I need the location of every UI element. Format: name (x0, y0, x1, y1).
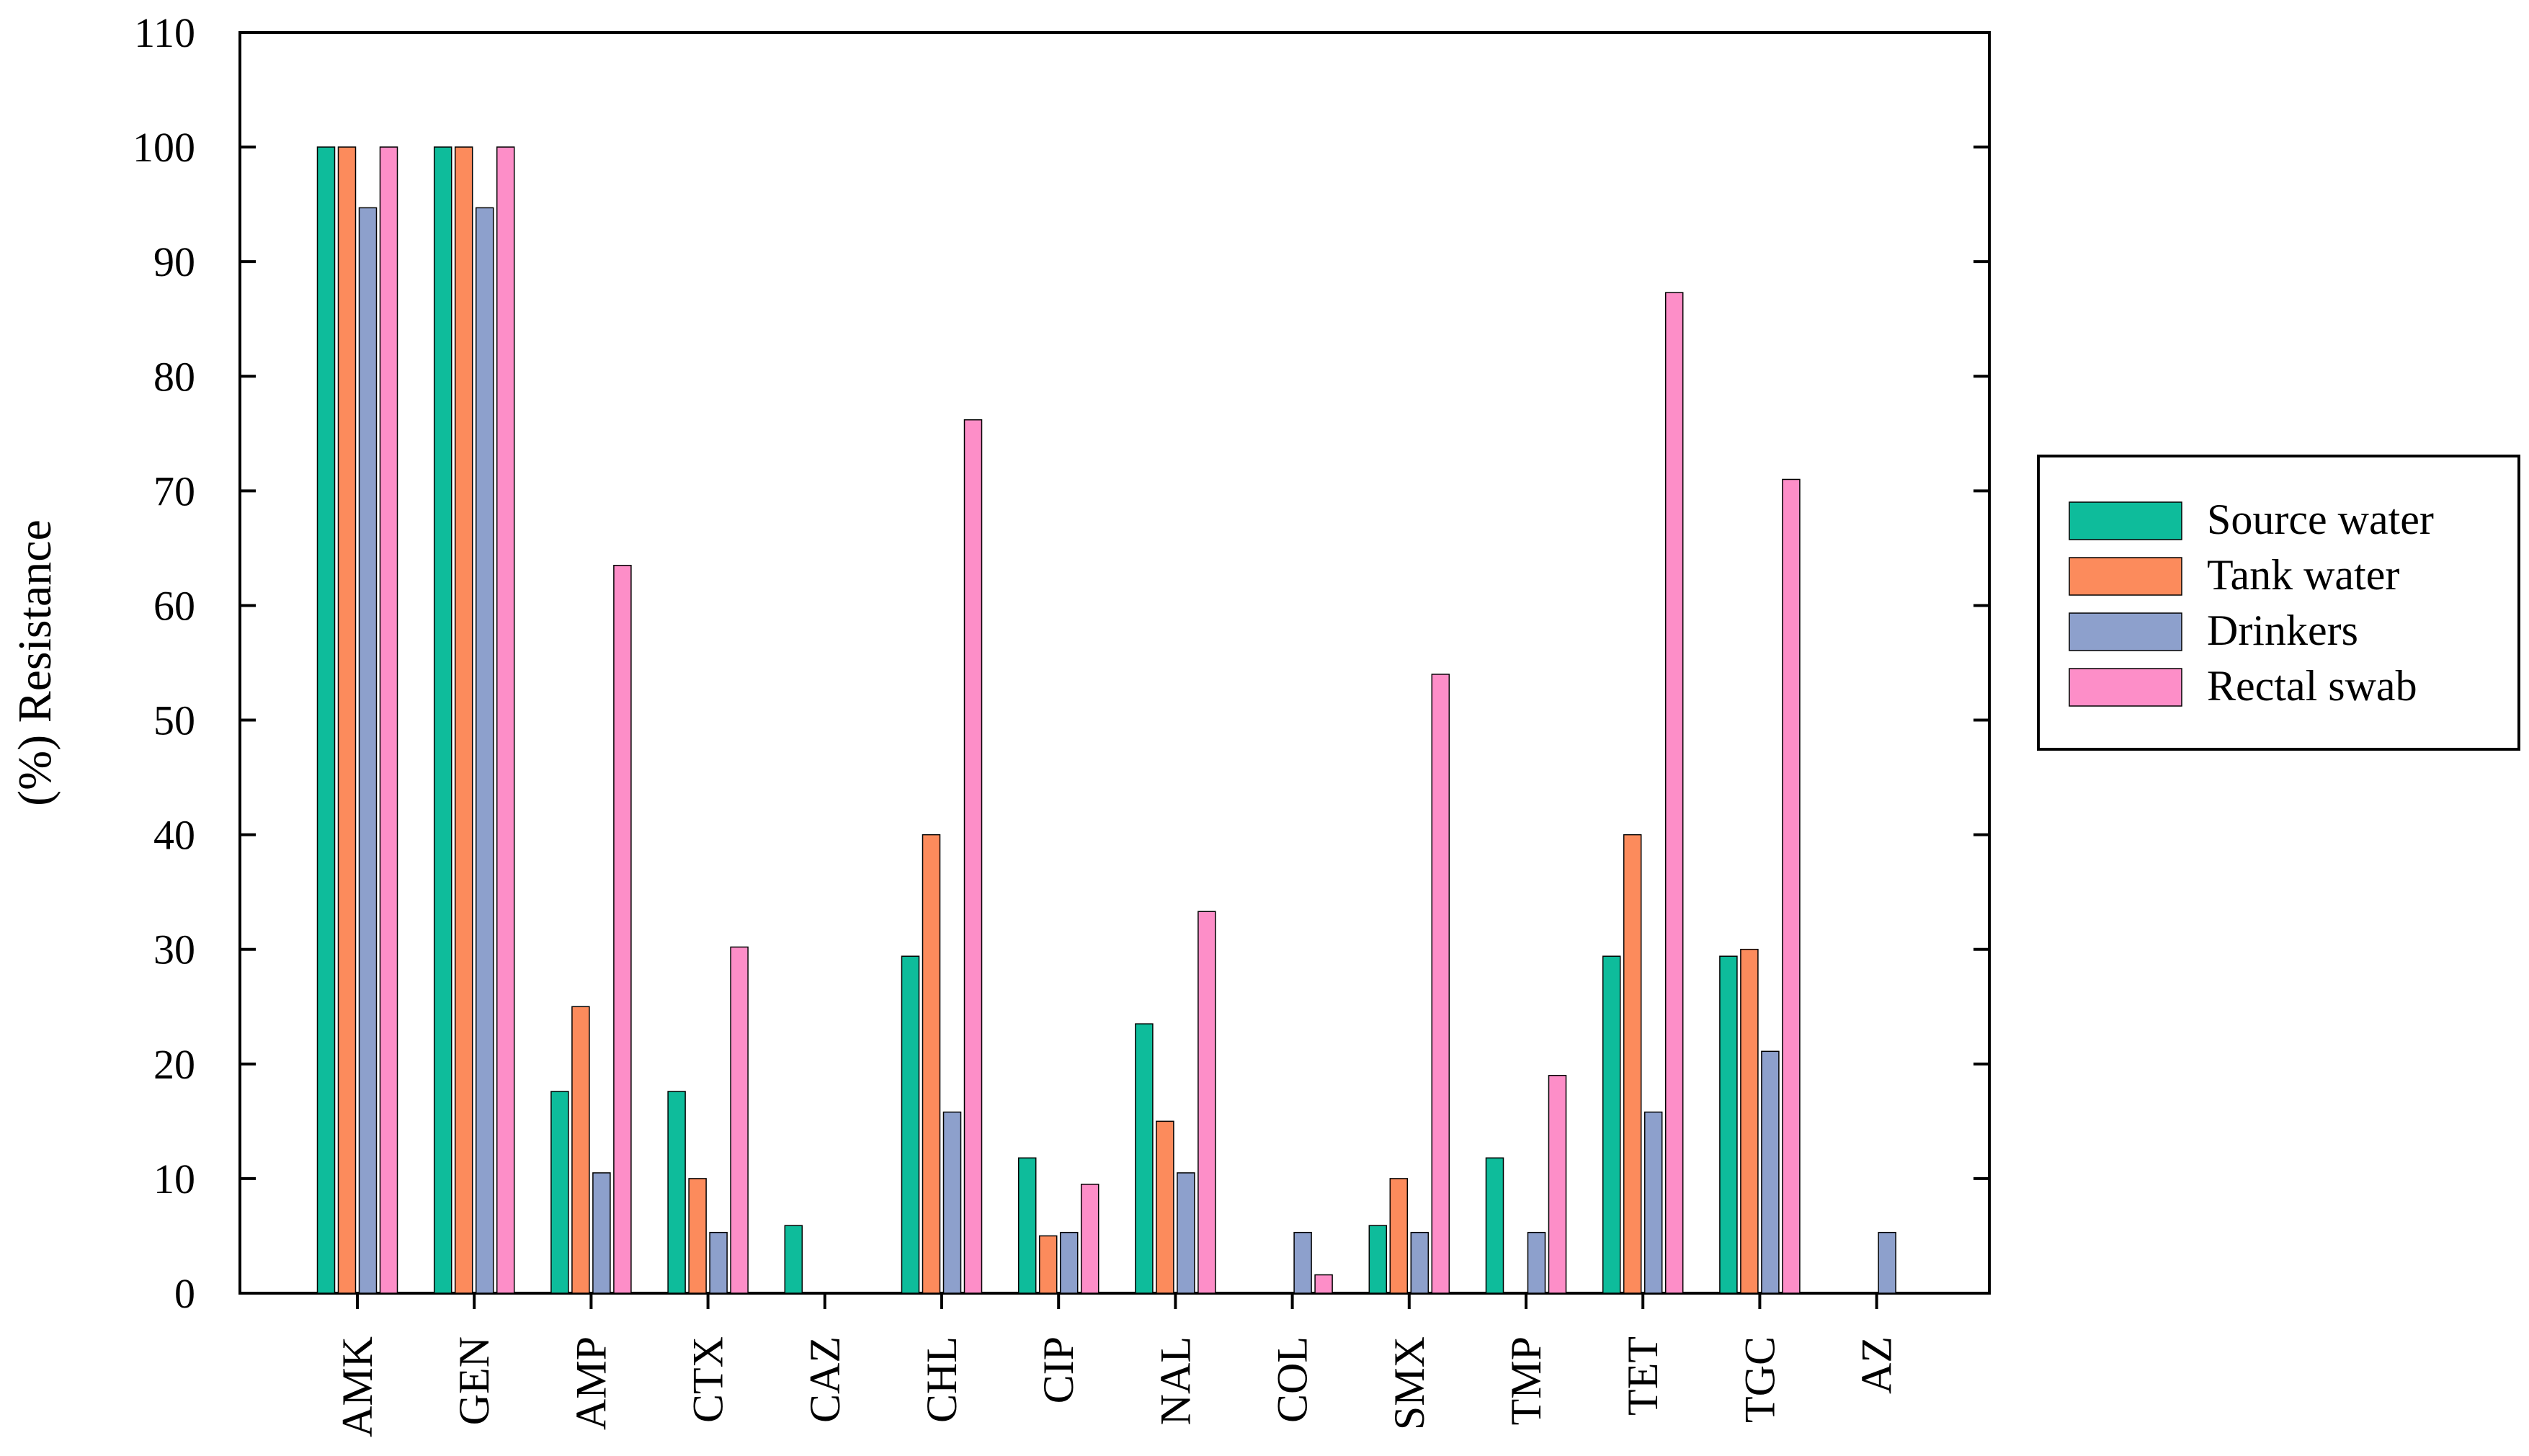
legend-label: Source water (2207, 496, 2434, 543)
x-tick-label: AMK (334, 1336, 381, 1437)
bars-group (316, 146, 1896, 1294)
bar-amk-source-water (316, 146, 336, 1294)
y-tick-label: 30 (153, 926, 195, 973)
bar-nal-drinkers (1177, 1172, 1195, 1294)
bar-tet-drinkers (1643, 1111, 1663, 1294)
x-tick-label: CHL (918, 1336, 965, 1423)
plot-frame (238, 31, 1991, 1295)
bar-col-drinkers (1293, 1231, 1312, 1294)
bar-ctx-drinkers (709, 1231, 728, 1294)
bar-cip-tank-water (1038, 1235, 1058, 1294)
bar-tmp-rectal-swab (1548, 1074, 1567, 1294)
y-tick-label: 90 (153, 238, 195, 285)
x-tick-label: SMX (1386, 1336, 1433, 1430)
y-tick-label: 50 (153, 697, 195, 744)
bar-ctx-source-water (667, 1091, 686, 1294)
bar-gen-rectal-swab (496, 146, 515, 1294)
x-tick-label: COL (1269, 1336, 1316, 1423)
bar-gen-source-water (433, 146, 452, 1294)
bar-smx-tank-water (1389, 1178, 1409, 1294)
bar-gen-drinkers (475, 207, 494, 1294)
legend-swatch (2069, 557, 2182, 596)
bar-ctx-tank-water (688, 1178, 707, 1294)
y-tick-label: 100 (133, 124, 195, 171)
bar-amk-drinkers (358, 207, 378, 1294)
bar-nal-source-water (1135, 1023, 1154, 1294)
bar-col-rectal-swab (1314, 1274, 1333, 1294)
x-tick-label: NAL (1151, 1336, 1199, 1425)
x-tick-label: AMP (567, 1336, 615, 1430)
bar-nal-rectal-swab (1197, 911, 1216, 1294)
y-tick-label: 10 (153, 1156, 195, 1202)
bar-amp-source-water (550, 1091, 569, 1294)
bar-smx-rectal-swab (1431, 674, 1450, 1294)
bar-tet-source-water (1602, 955, 1621, 1294)
x-tick-label: GEN (450, 1336, 498, 1425)
y-tick-label: 0 (174, 1270, 195, 1317)
y-tick-label: 70 (153, 468, 195, 514)
x-tick-label: CAZ (801, 1336, 849, 1423)
y-axis-ticks: 0 10 20 30 40 50 60 70 80 90 100 110 (133, 9, 1989, 1317)
bar-tet-rectal-swab (1664, 292, 1684, 1294)
x-axis-ticks: AMK GEN AMP CTX CAZ CHL CIP NAL COL SMX TMP TET TGC A… (334, 1293, 1901, 1437)
x-tick-label: CTX (684, 1336, 732, 1423)
bar-tgc-rectal-swab (1782, 478, 1801, 1294)
bar-gen-tank-water (454, 146, 473, 1294)
bar-amk-rectal-swab (379, 146, 398, 1294)
y-tick-label: 60 (153, 582, 195, 629)
legend-swatch (2069, 612, 2182, 651)
legend-label: Rectal swab (2207, 662, 2417, 710)
bar-cip-source-water (1017, 1157, 1037, 1294)
bar-tmp-drinkers (1527, 1231, 1546, 1294)
bar-cip-drinkers (1059, 1231, 1079, 1294)
bar-smx-drinkers (1410, 1231, 1429, 1294)
x-tick-label: AZ (1853, 1336, 1901, 1394)
bar-chl-rectal-swab (963, 419, 983, 1294)
bar-tet-tank-water (1623, 834, 1642, 1294)
bar-tgc-drinkers (1761, 1050, 1780, 1294)
bar-caz-source-water (784, 1225, 803, 1294)
y-tick-label: 110 (134, 9, 195, 56)
x-tick-label: TMP (1502, 1336, 1550, 1425)
legend-label: Drinkers (2207, 607, 2358, 654)
y-tick-label: 80 (153, 353, 195, 400)
bar-ctx-rectal-swab (730, 946, 749, 1294)
x-tick-label: TGC (1736, 1336, 1783, 1423)
legend-label: Tank water (2207, 551, 2399, 599)
legend-swatch (2069, 501, 2182, 540)
bar-amp-rectal-swab (613, 565, 632, 1294)
bar-amk-tank-water (337, 146, 357, 1294)
bar-chl-drinkers (942, 1111, 962, 1294)
legend: Source water Tank water Drinkers Rectal swa… (2037, 455, 2520, 751)
y-tick-label: 20 (153, 1041, 195, 1088)
bar-tgc-tank-water (1740, 948, 1759, 1294)
bar-chl-tank-water (922, 834, 941, 1294)
y-axis-label: (%) Resistance (9, 519, 61, 806)
bar-amp-tank-water (571, 1006, 590, 1294)
plot-area: 0 10 20 30 40 50 60 70 80 90 100 110 AMK GEN AMP CTX CA… (133, 9, 1991, 1437)
bar-chl-source-water (901, 955, 920, 1294)
bar-nal-tank-water (1156, 1120, 1174, 1294)
x-tick-label: TET (1619, 1336, 1667, 1416)
bar-amp-drinkers (592, 1172, 611, 1294)
bar-tgc-source-water (1719, 955, 1738, 1294)
y-tick-label: 40 (153, 812, 195, 859)
legend-items: Source water Tank water Drinkers Rectal swa… (2069, 496, 2434, 710)
x-tick-label: CIP (1035, 1336, 1082, 1403)
bar-smx-source-water (1368, 1225, 1388, 1294)
bar-tmp-source-water (1485, 1157, 1504, 1294)
bar-az-drinkers (1878, 1231, 1896, 1294)
legend-swatch (2069, 668, 2182, 707)
bar-cip-rectal-swab (1080, 1184, 1100, 1294)
